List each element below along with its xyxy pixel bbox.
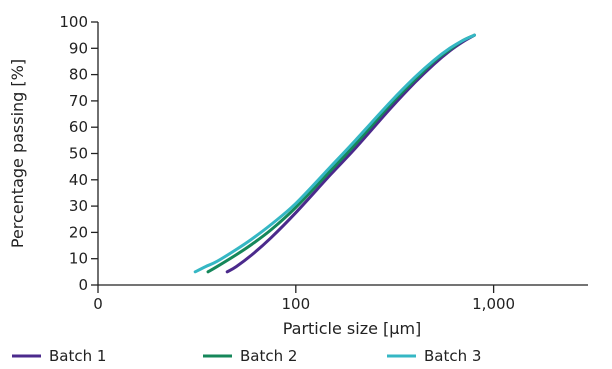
y-axis-title: Percentage passing [%] [8,59,27,248]
legend: Batch 1 Batch 2 Batch 3 [12,347,481,365]
y-axis: 0 10 20 30 40 50 60 70 80 90 100 [59,13,99,294]
y-tick-label: 50 [69,145,88,163]
series-layer [193,33,476,274]
y-tick-label: 90 [69,39,88,57]
y-tick-label: 20 [69,223,88,241]
series-line-3 [193,33,476,274]
x-axis: 0 100 1,000 [93,284,588,313]
x-tick-label: 1,000 [472,295,515,313]
y-tick-label: 10 [69,250,88,268]
y-tick-label: 60 [69,118,88,136]
y-tick-label: 80 [69,66,88,84]
x-axis-title: Particle size [µm] [283,319,422,338]
legend-label-2: Batch 2 [240,347,297,365]
legend-label-3: Batch 3 [424,347,481,365]
y-tick-label: 30 [69,197,88,215]
y-tick-label: 0 [78,276,88,294]
x-tick-label: 100 [281,295,310,313]
x-tick-label: 0 [93,295,103,313]
y-tick-label: 40 [69,171,88,189]
y-tick-label: 100 [59,13,88,31]
y-tick-label: 70 [69,92,88,110]
legend-label-1: Batch 1 [49,347,106,365]
